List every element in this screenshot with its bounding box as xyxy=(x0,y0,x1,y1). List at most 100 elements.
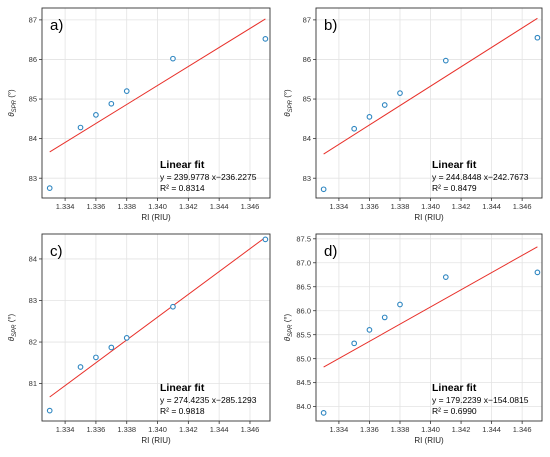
y-tick-label: 87.0 xyxy=(296,258,311,267)
y-tick-label: 87 xyxy=(29,15,37,24)
x-axis-label: RI (RIU) xyxy=(141,436,171,445)
data-point xyxy=(397,90,403,96)
data-point xyxy=(320,409,327,416)
data-point xyxy=(381,102,388,108)
data-point xyxy=(77,364,84,370)
data-point xyxy=(351,340,358,347)
y-tick-label: 87 xyxy=(303,15,311,24)
x-tick-label: 1.334 xyxy=(330,425,349,434)
x-tick-label: 1.340 xyxy=(421,425,440,434)
chart-panel-a: 1.334 1.336 1.338 1.340 1.342 1.344 1.346 83 84 8… xyxy=(7,7,271,222)
data-point xyxy=(108,344,115,351)
data-point xyxy=(366,327,373,333)
x-tick-label: 1.346 xyxy=(513,202,532,211)
y-tick-label: 84.5 xyxy=(296,378,311,387)
data-point xyxy=(170,303,176,310)
y-tick-label: 84 xyxy=(29,134,37,143)
fit-legend-equation: y = 179.2239 x−154.0815 xyxy=(432,395,529,405)
panel-label: c) xyxy=(50,243,63,260)
x-tick-label: 1.344 xyxy=(482,425,501,434)
data-point xyxy=(93,112,99,118)
y-tick-label: 86 xyxy=(303,55,311,64)
y-axis-label-symbol: θ xyxy=(7,112,16,117)
x-tick-label: 1.338 xyxy=(391,202,410,211)
fit-line xyxy=(49,236,266,398)
y-axis-label-subscript: SPR xyxy=(12,324,18,337)
data-point xyxy=(351,125,358,132)
x-tick-label: 1.336 xyxy=(360,425,379,434)
y-axis-label: θSPR (°) xyxy=(283,89,294,117)
data-point xyxy=(262,36,269,42)
plot-frame xyxy=(315,7,543,199)
x-tick-label: 1.338 xyxy=(117,202,136,211)
fit-legend-equation: y = 239.9778 x−236.2275 xyxy=(160,172,257,182)
fit-legend-r2: R² = 0.9818 xyxy=(160,406,205,416)
x-tick-label: 1.334 xyxy=(330,202,349,211)
panel-label: b) xyxy=(324,17,337,34)
chart-panel-b: 1.334 1.336 1.338 1.340 1.342 1.344 1.346 83 84 8… xyxy=(283,7,543,222)
y-axis-label-symbol: θ xyxy=(283,112,292,117)
x-tick-label: 1.336 xyxy=(87,425,106,434)
x-tick-label: 1.346 xyxy=(241,202,260,211)
x-tick-label: 1.342 xyxy=(452,425,471,434)
fit-legend-equation: y = 244.8448 x−242.7673 xyxy=(432,172,529,182)
data-point xyxy=(108,100,115,107)
fit-line xyxy=(49,18,266,153)
y-axis-label-subscript: SPR xyxy=(288,99,294,112)
plot-frame xyxy=(41,233,271,422)
x-tick-label: 1.344 xyxy=(210,425,229,434)
x-tick-label: 1.338 xyxy=(117,425,136,434)
data-point xyxy=(262,236,269,243)
fit-legend-r2: R² = 0.8479 xyxy=(432,183,477,193)
fit-legend-r2: R² = 0.8314 xyxy=(160,183,205,193)
x-tick-label: 1.344 xyxy=(482,202,501,211)
data-point xyxy=(381,314,388,321)
y-axis-label-symbol: θ xyxy=(283,336,292,341)
data-point xyxy=(46,407,53,414)
x-tick-label: 1.346 xyxy=(241,425,260,434)
data-point xyxy=(442,274,449,281)
y-tick-label: 83 xyxy=(29,174,37,183)
y-axis-label-subscript: SPR xyxy=(288,324,294,337)
data-point xyxy=(77,124,84,131)
fit-line xyxy=(323,246,538,368)
x-tick-label: 1.334 xyxy=(56,202,75,211)
y-tick-label: 85.0 xyxy=(296,354,311,363)
fit-legend-title: Linear fit xyxy=(160,159,205,171)
data-point xyxy=(320,186,327,193)
y-tick-label: 81 xyxy=(29,379,37,388)
x-tick-label: 1.336 xyxy=(87,202,106,211)
panel-label: a) xyxy=(50,17,63,34)
data-point xyxy=(534,34,541,41)
x-tick-label: 1.344 xyxy=(210,202,229,211)
y-tick-label: 83 xyxy=(303,174,311,183)
y-tick-label: 85 xyxy=(29,95,37,104)
plot-frame xyxy=(315,233,543,422)
y-axis-label: θSPR (°) xyxy=(283,313,294,341)
fit-line xyxy=(323,17,538,155)
data-point xyxy=(93,354,99,361)
data-point xyxy=(170,55,176,62)
y-tick-label: 84 xyxy=(303,134,311,143)
y-axis-label: θSPR (°) xyxy=(7,89,18,117)
x-tick-label: 1.342 xyxy=(179,202,198,211)
y-tick-label: 86.0 xyxy=(296,306,311,315)
y-axis-label-unit: (°) xyxy=(283,313,292,324)
x-axis-label: RI (RIU) xyxy=(141,213,171,222)
y-axis-label-symbol: θ xyxy=(7,336,16,341)
chart-panel-c: 1.334 1.336 1.338 1.340 1.342 1.344 1.346 81 82 8… xyxy=(7,233,271,445)
plot-frame xyxy=(41,7,271,199)
y-axis-label-unit: (°) xyxy=(7,313,16,324)
data-point xyxy=(397,301,403,308)
x-tick-label: 1.340 xyxy=(421,202,440,211)
data-point xyxy=(366,114,373,120)
fit-legend-equation: y = 274.4235 x−285.1293 xyxy=(160,395,257,405)
y-axis-label-subscript: SPR xyxy=(12,99,18,112)
x-axis-label: RI (RIU) xyxy=(414,213,444,222)
y-tick-label: 87.5 xyxy=(296,234,311,243)
y-tick-label: 85 xyxy=(303,95,311,104)
data-point xyxy=(534,269,541,276)
fit-legend-title: Linear fit xyxy=(432,382,477,394)
